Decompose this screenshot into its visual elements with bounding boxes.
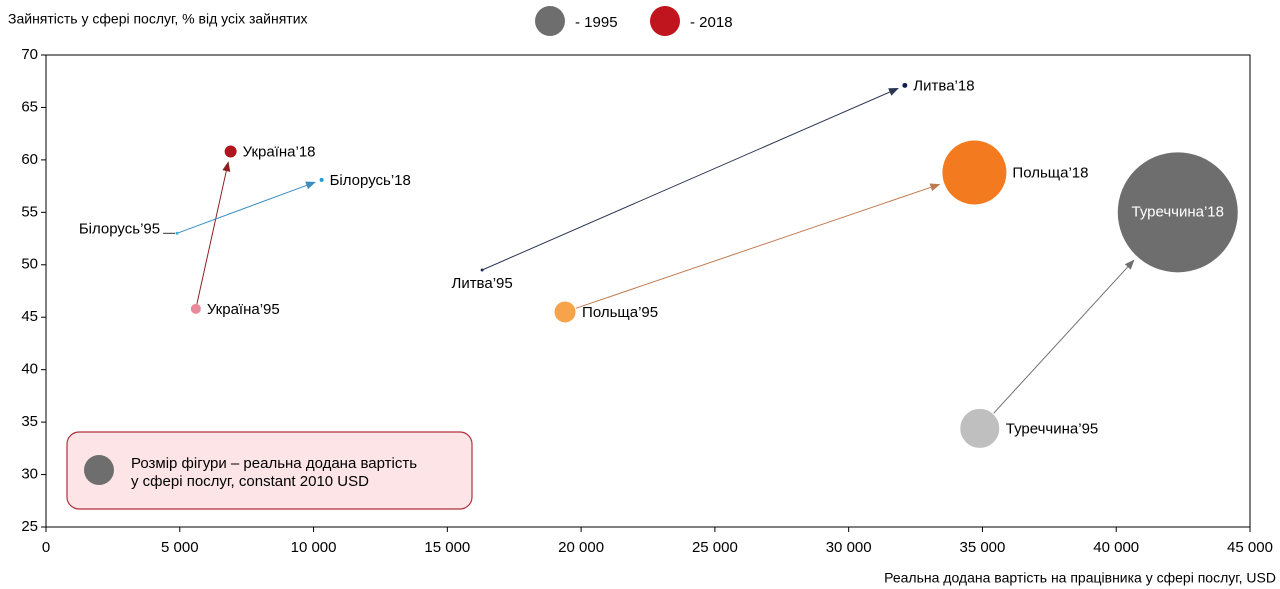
arrow-head	[305, 181, 316, 190]
arrow	[196, 168, 228, 305]
bubble-label: Туреччина’18	[1132, 203, 1225, 220]
arrow	[177, 184, 309, 234]
y-tick-label: 60	[21, 151, 38, 168]
y-tick-label: 50	[21, 256, 38, 273]
bubble	[224, 145, 237, 158]
bubble-label: Білорусь’18	[330, 172, 411, 189]
arrow-head	[222, 161, 231, 172]
bubble	[190, 303, 201, 314]
bubble	[480, 268, 484, 272]
annotation-line: Розмір фігури – реальна додана вартість	[131, 455, 417, 472]
arrow	[575, 186, 933, 309]
x-tick-label: 45 000	[1227, 539, 1273, 556]
annotation-icon	[84, 455, 114, 485]
bubble	[902, 82, 908, 88]
bubble	[959, 407, 1001, 449]
bubble	[553, 300, 577, 324]
y-tick-label: 70	[21, 46, 38, 63]
annotation-box	[66, 431, 473, 510]
x-tick-label: 30 000	[826, 539, 872, 556]
arrow	[482, 90, 892, 271]
bubble-label: Україна’95	[207, 301, 280, 318]
bubble	[1117, 152, 1238, 273]
y-tick-label: 40	[21, 361, 38, 378]
y-tick-label: 55	[21, 203, 38, 220]
x-tick-label: 5 000	[161, 539, 199, 556]
bubble-label: Туреччина’95	[1006, 420, 1098, 437]
y-axis-title: Зайнятість у сфері послуг, % від усіх за…	[8, 11, 308, 27]
y-tick-label: 25	[21, 518, 38, 535]
x-tick-label: 40 000	[1093, 539, 1139, 556]
bubble-label: Литва’95	[451, 275, 512, 292]
bubble-label: Україна’18	[243, 143, 316, 160]
annotation-line: у сфері послуг, constant 2010 USD	[131, 473, 369, 490]
arrow-head	[929, 183, 941, 192]
plot-frame	[45, 54, 1251, 528]
x-tick-label: 10 000	[291, 539, 337, 556]
bubble	[319, 177, 324, 182]
bubble-label: Білорусь’95	[79, 220, 160, 237]
x-tick-label: 15 000	[424, 539, 470, 556]
arrow-head	[1124, 259, 1135, 270]
x-tick-label: 25 000	[692, 539, 738, 556]
y-tick-label: 35	[21, 413, 38, 430]
x-tick-label: 35 000	[959, 539, 1005, 556]
legend-label: - 1995	[575, 14, 618, 31]
bubble-label: Польща’95	[582, 304, 658, 321]
x-axis-title: Реальна додана вартість на працівника у …	[884, 570, 1276, 586]
arrow	[992, 265, 1130, 414]
legend-swatch	[535, 6, 565, 36]
y-tick-label: 45	[21, 308, 38, 325]
x-tick-label: 0	[42, 539, 50, 556]
bubble-label: Польща’18	[1012, 164, 1088, 181]
x-tick-label: 20 000	[558, 539, 604, 556]
bubble	[175, 231, 179, 235]
bubble-label: Литва’18	[913, 77, 974, 94]
arrow-head	[888, 87, 899, 96]
bubble	[942, 140, 1007, 205]
y-tick-label: 30	[21, 466, 38, 483]
legend-label: - 2018	[690, 14, 733, 31]
legend-swatch	[650, 6, 680, 36]
y-tick-label: 65	[21, 98, 38, 115]
